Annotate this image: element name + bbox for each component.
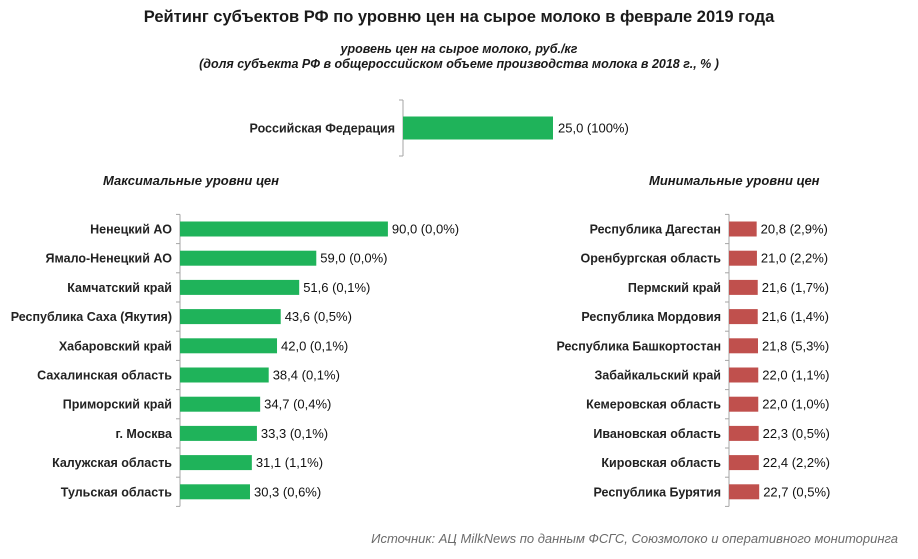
min-category-label: Забайкальский край — [594, 369, 721, 383]
min-value-label: 22,0 (1,1%) — [762, 368, 829, 383]
national-value-label: 25,0 (100%) — [558, 121, 629, 136]
min-category-label: Республика Мордовия — [581, 310, 721, 324]
min-bar — [729, 279, 758, 295]
min-value-label: 22,7 (0,5%) — [763, 484, 830, 499]
min-bar — [729, 425, 759, 441]
max-value-label: 59,0 (0,0%) — [320, 251, 387, 266]
max-value-label: 43,6 (0,5%) — [285, 309, 352, 324]
min-bar — [729, 396, 759, 412]
max-category-label: Сахалинская область — [37, 369, 172, 383]
source-note: Источник: АЦ MilkNews по данным ФСГС, Со… — [371, 531, 898, 546]
max-bar — [180, 455, 252, 471]
min-bar — [729, 309, 758, 325]
max-value-label: 51,6 (0,1%) — [303, 280, 370, 295]
max-panel-title: Максимальные уровни цен — [103, 173, 279, 188]
min-category-label: Республика Бурятия — [594, 485, 721, 499]
min-bar — [729, 338, 758, 354]
max-value-label: 38,4 (0,1%) — [273, 368, 340, 383]
max-value-label: 30,3 (0,6%) — [254, 484, 321, 499]
min-value-label: 20,8 (2,9%) — [761, 222, 828, 237]
min-category-label: Республика Дагестан — [590, 223, 721, 237]
chart-subtitle: уровень цен на сырое молоко, руб./кг — [340, 42, 578, 56]
min-bar — [729, 250, 757, 266]
max-bar — [180, 396, 261, 412]
min-value-label: 22,4 (2,2%) — [763, 455, 830, 470]
max-bar — [180, 279, 300, 295]
max-category-label: Ямало-Ненецкий АО — [46, 252, 173, 266]
max-category-label: Республика Саха (Якутия) — [11, 310, 172, 324]
max-bar — [180, 221, 388, 237]
max-category-label: Ненецкий АО — [90, 223, 172, 237]
max-category-label: Приморский край — [63, 398, 172, 412]
max-category-label: Хабаровский край — [59, 339, 172, 353]
max-value-label: 90,0 (0,0%) — [392, 222, 459, 237]
min-panel-title: Минимальные уровни цен — [649, 173, 820, 188]
national-category-label: Российская Федерация — [250, 122, 395, 136]
max-value-label: 33,3 (0,1%) — [261, 426, 328, 441]
min-category-label: Кемеровская область — [586, 398, 721, 412]
min-category-label: Кировская область — [601, 456, 721, 470]
min-category-label: Ивановская область — [593, 427, 721, 441]
max-bar — [180, 484, 250, 500]
max-value-label: 42,0 (0,1%) — [281, 338, 348, 353]
max-bar — [180, 367, 269, 383]
max-category-label: Калужская область — [52, 456, 172, 470]
min-value-label: 22,0 (1,0%) — [762, 397, 829, 412]
min-category-label: Республика Башкортостан — [556, 339, 721, 353]
min-value-label: 21,8 (5,3%) — [762, 338, 829, 353]
max-bar — [180, 309, 281, 325]
max-category-label: г. Москва — [116, 427, 174, 441]
chart-title: Рейтинг субъектов РФ по уровню цен на сы… — [143, 8, 775, 26]
max-bar — [180, 250, 317, 266]
max-value-label: 31,1 (1,1%) — [256, 455, 323, 470]
min-category-label: Пермский край — [628, 281, 721, 295]
min-category-label: Оренбургская область — [580, 252, 721, 266]
chart-subtitle-note: (доля субъекта РФ в общероссийском объем… — [199, 57, 719, 71]
min-value-label: 21,6 (1,4%) — [762, 309, 829, 324]
min-value-label: 22,3 (0,5%) — [763, 426, 830, 441]
min-bar — [729, 367, 759, 383]
max-category-label: Камчатский край — [67, 281, 172, 295]
min-bar — [729, 221, 757, 237]
min-value-label: 21,6 (1,7%) — [762, 280, 829, 295]
max-value-label: 34,7 (0,4%) — [264, 397, 331, 412]
max-bar — [180, 425, 257, 441]
national-bar — [403, 116, 553, 140]
min-bar — [729, 484, 760, 500]
min-bar — [729, 455, 759, 471]
min-value-label: 21,0 (2,2%) — [761, 251, 828, 266]
max-bar — [180, 338, 278, 354]
max-category-label: Тульская область — [61, 485, 173, 499]
